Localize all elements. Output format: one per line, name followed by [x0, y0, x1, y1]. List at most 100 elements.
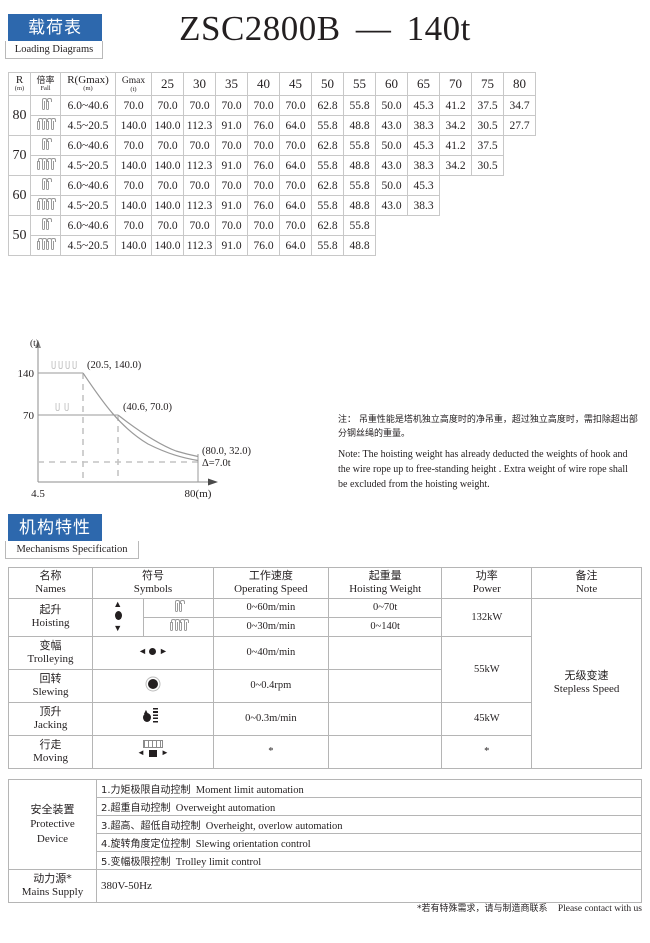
- gmax-cell: 70.0: [115, 135, 152, 156]
- load-value-cell: 70.0: [151, 135, 184, 156]
- header-radius-70: 70: [439, 72, 472, 96]
- load-value-cell: 70.0: [247, 135, 280, 156]
- chart-curve-2fall: [117, 414, 199, 458]
- load-table-row: 4.5~20.5 140.0 140.0 112.3 91.0 76.0 64.0 55.8 4…: [9, 115, 536, 136]
- mech-weight: 0~70t: [327, 597, 443, 618]
- mech-symbol-jacking: ▲: [92, 701, 214, 736]
- load-value-cell: 48.8: [343, 195, 376, 216]
- load-value-cell: 70.0: [215, 95, 248, 116]
- mechanisms-table: 名称 Names 符号 Symbols 工作速度 Operating Speed 起重量 Ho…: [7, 567, 642, 769]
- mech-power: 55kW: [441, 635, 533, 703]
- load-empty-cell: [472, 236, 504, 256]
- protective-item: 1.力矩极限自动控制 Moment limit automation: [96, 779, 642, 798]
- mech-power: 132kW: [441, 597, 533, 637]
- gmax-cell: 70.0: [115, 95, 152, 116]
- load-value-cell: 38.3: [407, 155, 440, 176]
- mech-speed: 0~40m/min: [212, 635, 329, 670]
- slewing-icon: [147, 679, 158, 689]
- load-value-cell: 140.0: [151, 195, 184, 216]
- load-value-cell: 76.0: [247, 195, 280, 216]
- page-title-capacity: 140t: [406, 9, 471, 48]
- load-table-row: 80 6.0~40.6 70.0 70.0 70.0 70.0 70.0 70.0 62.8 55…: [8, 95, 536, 136]
- chart-fall-symbol-4: [51, 361, 77, 369]
- gmax-cell: 70.0: [115, 215, 152, 236]
- chart-y-arrow: [35, 340, 41, 348]
- load-empty-cell: [440, 216, 472, 236]
- protective-row: 2.超重自动控制 Overweight automation: [9, 797, 642, 816]
- chart-xtick-min: 4.5: [31, 488, 45, 500]
- jib-length-cell: 70: [8, 135, 31, 176]
- load-value-cell: 64.0: [279, 115, 312, 136]
- mains-supply-table: 动力源* Mains Supply 380V-50Hz: [8, 869, 642, 903]
- load-value-cell: 91.0: [215, 235, 248, 256]
- load-value-cell: 30.5: [471, 115, 504, 136]
- load-value-cell: 55.8: [311, 115, 344, 136]
- load-value-cell: 140.0: [151, 115, 184, 136]
- load-table-row: 4.5~20.5 140.0 140.0 112.3 91.0 76.0 64.0 55.8 4…: [9, 235, 536, 256]
- r-range-cell: 4.5~20.5: [60, 235, 116, 256]
- load-value-cell: 45.3: [407, 135, 440, 156]
- load-value-cell: 45.3: [407, 175, 440, 196]
- load-value-cell: 27.7: [503, 115, 536, 136]
- r-range-cell: 6.0~40.6: [60, 175, 116, 196]
- header-radius-80: 80: [503, 72, 536, 96]
- r-range-cell: 4.5~20.5: [60, 115, 116, 136]
- header-radius-60: 60: [375, 72, 408, 96]
- load-value-cell: 70.0: [279, 95, 312, 116]
- load-value-cell: 76.0: [247, 235, 280, 256]
- load-value-cell: 55.8: [311, 155, 344, 176]
- chart-annotation-p1: (20.5, 140.0): [87, 360, 142, 371]
- mech-header-symbols: 符号 Symbols: [92, 567, 214, 599]
- mech-header-operating-speed: 工作速度 Operating Speed: [212, 567, 329, 599]
- moving-icon: ◄ ►: [136, 740, 170, 760]
- load-value-cell: 70.0: [247, 175, 280, 196]
- mech-speed: 0~0.3m/min: [212, 701, 329, 736]
- load-value-cell: 62.8: [311, 215, 344, 236]
- r-range-cell: 6.0~40.6: [60, 95, 116, 116]
- mech-weight: [327, 668, 443, 703]
- load-value-cell: 70.0: [183, 95, 216, 116]
- header-radius-30: 30: [183, 72, 216, 96]
- load-value-cell: 48.8: [343, 155, 376, 176]
- protective-item: 2.超重自动控制 Overweight automation: [96, 797, 642, 816]
- fall-cell: [30, 115, 61, 136]
- header-r-gmax: R(Gmax) (m): [60, 72, 116, 96]
- load-table-row: 4.5~20.5 140.0 140.0 112.3 91.0 76.0 64.0 55.8 4…: [9, 155, 536, 176]
- header-radius-55: 55: [343, 72, 376, 96]
- jib-length-cell: 80: [8, 95, 31, 136]
- mech-name-jacking: 顶升 Jacking: [7, 701, 94, 736]
- load-value-cell: 34.2: [439, 155, 472, 176]
- mech-header-row: 名称 Names 符号 Symbols 工作速度 Operating Speed 起重量 Ho…: [7, 567, 642, 599]
- chart-annotation-p3: (80.0, 32.0): [202, 446, 251, 457]
- mech-name-moving: 行走 Moving: [7, 734, 94, 769]
- gmax-cell: 140.0: [115, 155, 152, 176]
- footnote-cn: *若有特殊需求，请与制造商联系: [416, 904, 548, 914]
- load-empty-cell: [376, 236, 408, 256]
- load-value-cell: 37.5: [471, 135, 504, 156]
- mech-fall-symbol: [143, 616, 214, 637]
- fall-cell: [30, 155, 61, 176]
- load-value-cell: 55.8: [343, 215, 376, 236]
- load-value-cell: 64.0: [279, 195, 312, 216]
- mech-header-note: 备注 Note: [531, 567, 642, 599]
- load-value-cell: 62.8: [311, 175, 344, 196]
- mech-name-hoisting: 起升 Hoisting: [7, 597, 94, 637]
- fall-symbol-2: [31, 216, 60, 235]
- fall-cell: [30, 175, 61, 196]
- header-radius: R (m): [8, 72, 31, 96]
- header-radius-65: 65: [407, 72, 440, 96]
- load-empty-cell: [504, 236, 536, 256]
- r-range-cell: 4.5~20.5: [60, 195, 116, 216]
- load-value-cell: 50.0: [375, 135, 408, 156]
- load-value-cell: 70.0: [279, 135, 312, 156]
- load-value-cell: 140.0: [151, 235, 184, 256]
- load-value-cell: 41.2: [439, 95, 472, 116]
- load-value-cell: 70.0: [247, 95, 280, 116]
- load-value-cell: 45.3: [407, 95, 440, 116]
- protective-item: 5.变幅极限控制 Trolley limit control: [96, 851, 642, 870]
- load-value-cell: 70.0: [151, 215, 184, 236]
- fall-symbol-4: [31, 156, 60, 175]
- load-empty-cell: [440, 236, 472, 256]
- load-empty-cell: [440, 196, 472, 216]
